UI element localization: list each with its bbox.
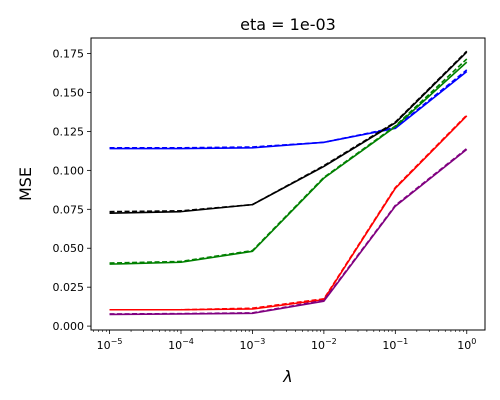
x-tick-label-4: 10−1 xyxy=(382,337,408,352)
plot-background xyxy=(91,38,485,330)
x-tick-label-2: 10−3 xyxy=(240,337,266,352)
y-axis-ticks: 0.000 0.025 0.050 0.075 0.100 0.125 0.150 0.175 xyxy=(53,48,91,333)
x-tick-label-0: 10−5 xyxy=(97,337,123,352)
chart-title: eta = 1e-03 xyxy=(240,15,336,34)
y-tick-label-7: 0.175 xyxy=(53,48,85,61)
y-tick-label-5: 0.125 xyxy=(53,125,85,138)
series-line-8-solid xyxy=(109,115,468,311)
y-axis-label: MSE xyxy=(16,167,35,201)
x-axis-label: λ xyxy=(282,367,292,386)
y-tick-label-3: 0.075 xyxy=(53,203,85,216)
y-tick-label-1: 0.025 xyxy=(53,281,85,294)
plot-frame xyxy=(90,37,486,331)
x-tick-label-3: 10−2 xyxy=(311,337,337,352)
series-line-4-solid xyxy=(109,51,468,214)
plot-area: 10−5 10−4 10−3 10−2 10−1 100 0.0000.0250.0500… xyxy=(53,37,486,352)
x-axis-ticks: 10−5 10−4 10−3 10−2 10−1 100 xyxy=(93,330,476,352)
x-tick-label-1: 10−4 xyxy=(168,337,194,352)
x-tick-label-5: 100 xyxy=(457,337,476,352)
y-tick-label-4: 0.100 xyxy=(53,164,85,177)
y-tick-label-0: 0.000 xyxy=(53,320,85,333)
y-tick-label-2: 0.050 xyxy=(53,242,85,255)
series-line-6-solid xyxy=(109,61,468,265)
series-line-10-solid xyxy=(109,148,468,316)
y-tick-label-6: 0.150 xyxy=(53,87,85,100)
series-layer xyxy=(109,50,468,316)
series-line-2-solid xyxy=(109,70,468,150)
